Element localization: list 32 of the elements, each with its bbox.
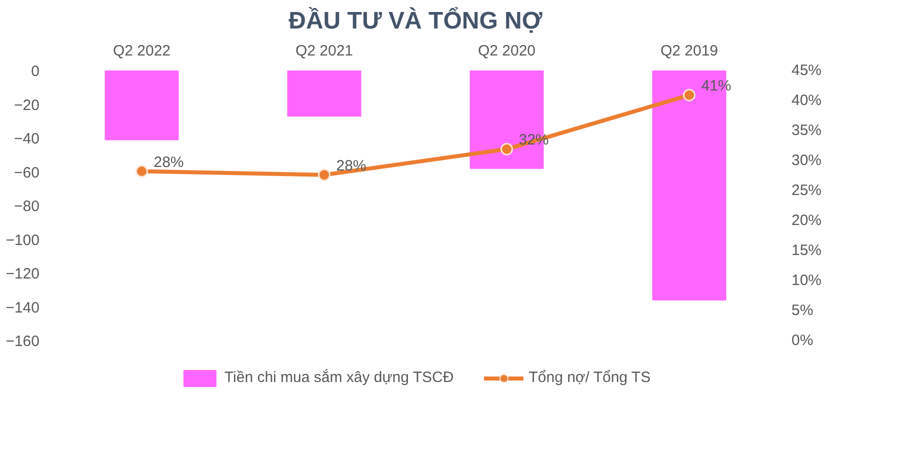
y-tick-label: 0: [31, 63, 40, 80]
x-tick-label: Q2 2022: [112, 42, 171, 60]
y2-tick-label: 10%: [792, 272, 822, 289]
chart-title: ĐẦU TƯ VÀ TỔNG NỢ: [288, 6, 543, 34]
x-tick-label: Q2 2020: [478, 42, 536, 60]
y-tick-label: −80: [14, 198, 40, 215]
y2-tick-label: 20%: [792, 212, 822, 229]
legend-label: Tiền chi mua sắm xây dựng TSCĐ: [224, 369, 454, 386]
x-tick-label: Q2 2021: [295, 42, 354, 60]
data-label: 28%: [154, 154, 184, 171]
y-tick-label: −160: [6, 333, 40, 350]
y2-tick-label: 40%: [792, 92, 822, 109]
y-tick-label: −120: [6, 266, 40, 282]
y2-tick-label: 0%: [792, 332, 814, 349]
y2-tick-label: 30%: [792, 152, 822, 169]
point: [318, 168, 330, 182]
y-tick-label: −100: [6, 232, 40, 249]
point: [136, 165, 148, 178]
x-tick-label: Q2 2019: [660, 42, 718, 60]
point: [500, 142, 513, 156]
y2-tick-label: 35%: [792, 122, 822, 139]
point: [683, 88, 696, 102]
y2-tick-label: 15%: [792, 242, 822, 259]
y-tick-label: −60: [14, 164, 40, 182]
data-label: 32%: [518, 132, 549, 149]
y-tick-label: −140: [6, 299, 40, 316]
y-tick-label: −20: [14, 96, 40, 114]
legend-label: Tổng nợ/ Tổng TS: [528, 369, 651, 386]
y2-tick-label: 25%: [792, 182, 822, 199]
y2-tick-label: 5%: [792, 302, 814, 319]
y-tick-label: −40: [14, 130, 40, 148]
y2-tick-label: 45%: [792, 62, 822, 79]
